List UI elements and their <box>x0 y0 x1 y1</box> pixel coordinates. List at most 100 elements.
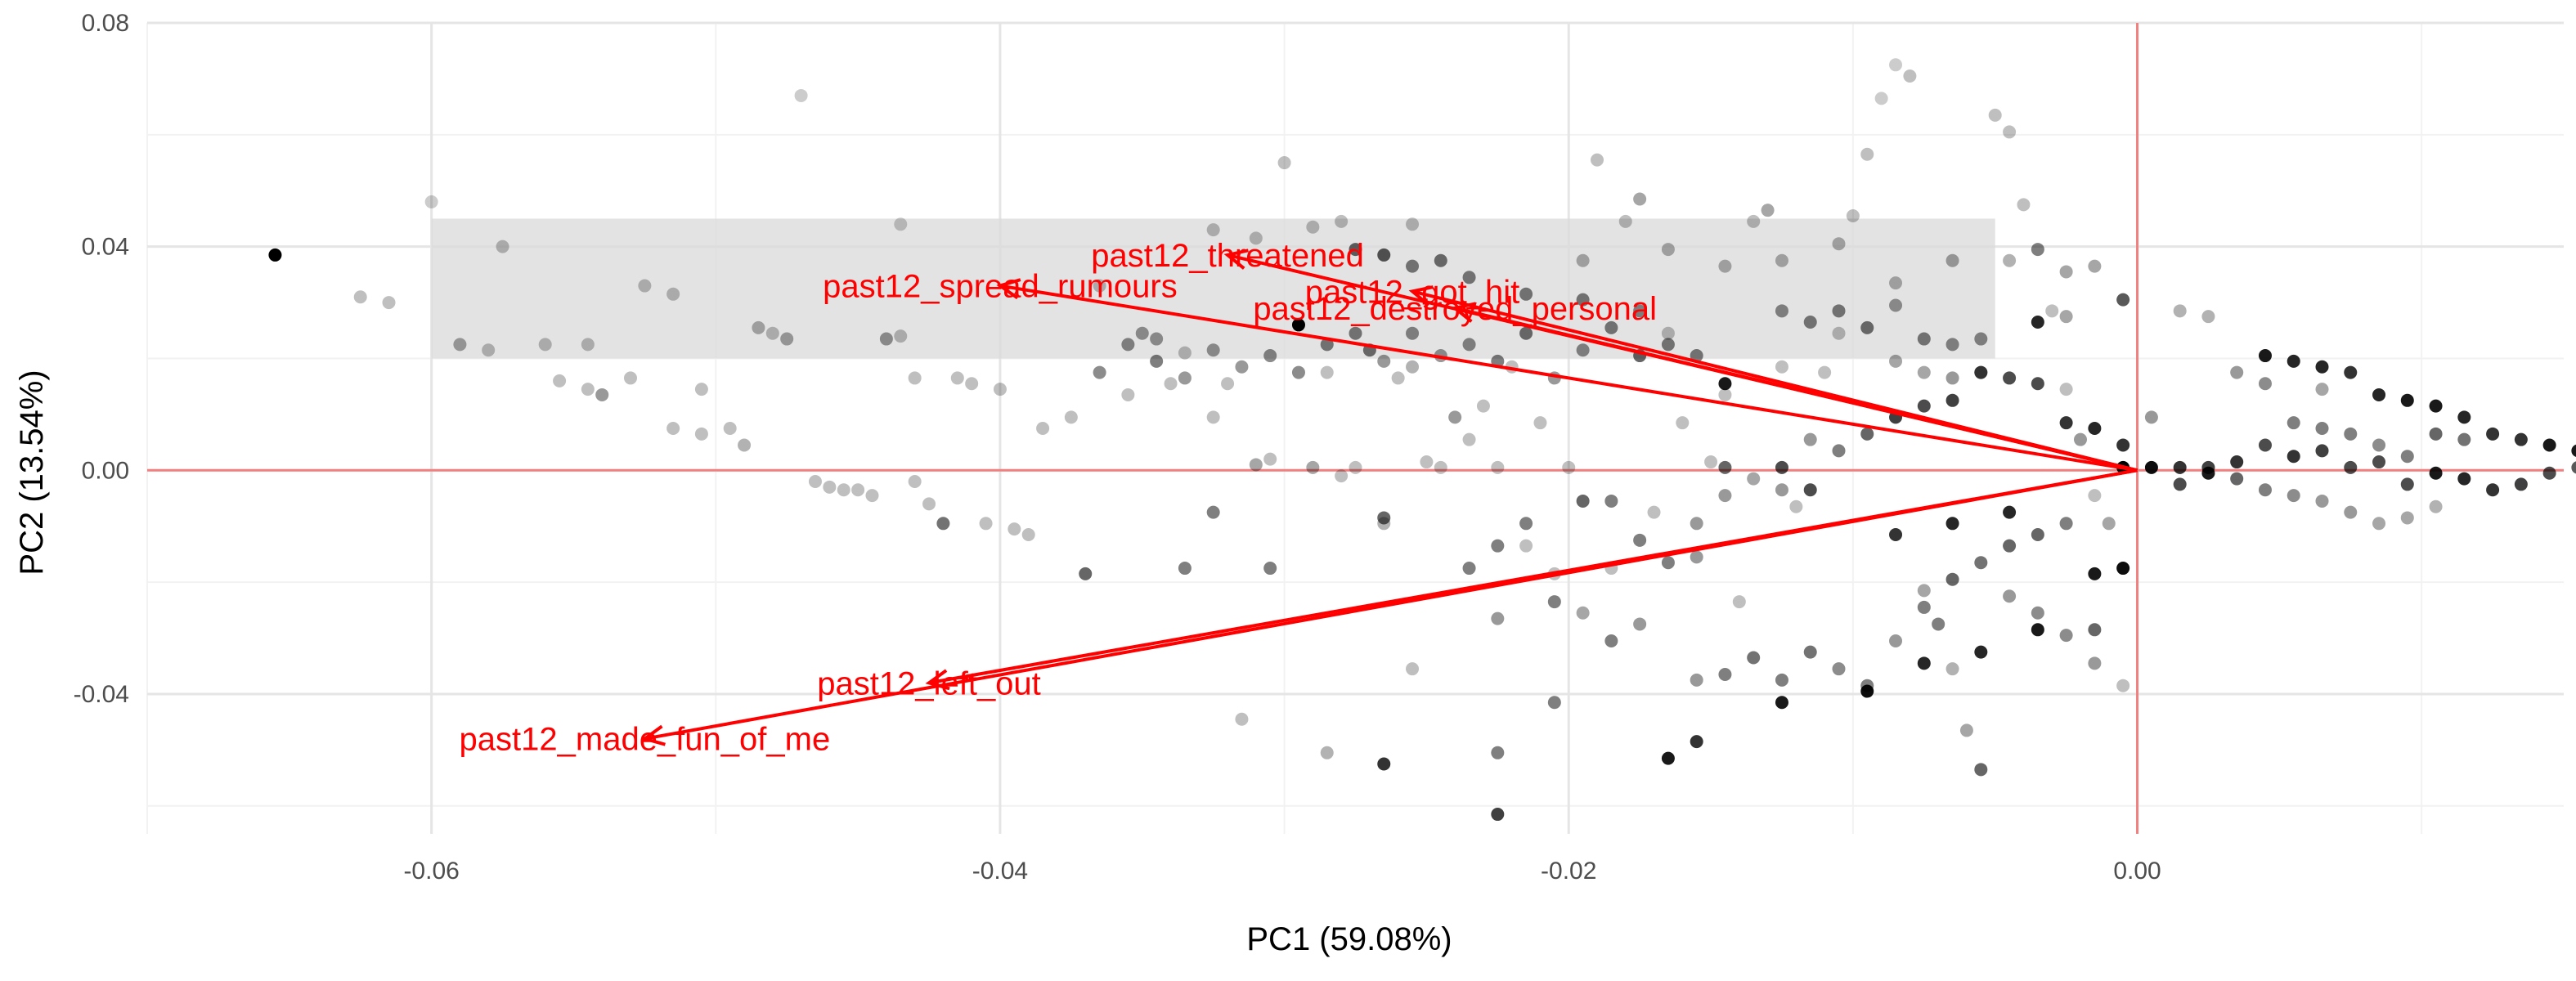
score-point <box>780 332 794 346</box>
score-point <box>2315 383 2329 396</box>
score-point <box>1462 432 1476 446</box>
score-point <box>908 371 922 385</box>
score-point <box>1860 684 1874 698</box>
score-point <box>1661 751 1675 765</box>
score-point <box>1832 237 1846 251</box>
score-point <box>2116 679 2130 692</box>
score-point <box>382 296 396 310</box>
score-point <box>453 338 467 352</box>
score-point <box>2400 393 2414 407</box>
x-tick-label: -0.02 <box>1541 858 1596 885</box>
score-point <box>1491 746 1505 759</box>
score-point <box>1832 304 1846 318</box>
score-point <box>2372 455 2386 469</box>
score-point <box>2230 455 2244 469</box>
score-point <box>1491 808 1505 822</box>
score-point <box>1277 156 1291 170</box>
score-point <box>1121 338 1135 352</box>
score-point <box>1832 444 1846 458</box>
score-point <box>1576 293 1590 307</box>
score-point <box>1974 365 1988 379</box>
score-point <box>1391 371 1405 385</box>
score-point <box>1349 460 1362 474</box>
score-point <box>2287 489 2300 503</box>
score-point <box>993 383 1007 396</box>
score-point <box>1889 58 1903 72</box>
score-point <box>936 517 950 531</box>
score-point <box>1945 338 1959 352</box>
score-point <box>1406 326 1420 340</box>
score-point <box>2059 416 2073 430</box>
score-point <box>1917 365 1931 379</box>
score-point <box>1917 600 1931 614</box>
score-point <box>1349 243 1362 257</box>
score-point <box>1789 499 1803 513</box>
score-point <box>1974 332 1988 346</box>
score-point <box>2173 477 2187 491</box>
score-point <box>1263 562 1277 576</box>
reference-lines <box>147 23 2564 834</box>
score-point <box>1079 567 1093 580</box>
score-point <box>2344 427 2358 441</box>
score-point <box>1718 377 1732 391</box>
score-point <box>723 422 737 435</box>
score-point <box>1349 326 1362 340</box>
score-point <box>2514 477 2528 491</box>
score-point <box>2074 432 2087 446</box>
score-point <box>1562 460 1576 474</box>
score-point <box>1591 153 1604 167</box>
loading-arrows <box>640 249 2138 746</box>
score-point <box>2315 360 2329 374</box>
score-point <box>1576 606 1590 620</box>
x-axis-ticks: -0.06 -0.04 -0.02 0.00 <box>403 858 2161 885</box>
score-point <box>1775 696 1788 710</box>
score-point <box>1206 410 1220 424</box>
score-point <box>879 332 893 346</box>
score-point <box>1718 259 1732 273</box>
score-point <box>1718 387 1732 401</box>
loading-arrow <box>1454 306 2138 473</box>
loading-arrowhead <box>1451 302 1476 323</box>
score-point <box>1803 316 1817 329</box>
score-point <box>2031 623 2044 637</box>
score-point <box>1889 298 1903 312</box>
score-point <box>1164 377 1178 391</box>
score-point <box>1661 326 1675 340</box>
score-point <box>581 383 595 396</box>
score-point <box>638 279 652 293</box>
score-point <box>1945 662 1959 676</box>
score-point <box>1291 318 1305 332</box>
score-point <box>1690 735 1703 749</box>
score-point <box>1917 332 1931 346</box>
score-point <box>2031 527 2044 541</box>
score-point <box>851 483 865 497</box>
score-point <box>2400 477 2414 491</box>
score-point <box>2230 365 2244 379</box>
score-point <box>908 474 922 488</box>
score-point <box>1576 494 1590 508</box>
y-axis-ticks: -0.04 0.00 0.04 0.08 <box>74 10 129 708</box>
score-point <box>2344 505 2358 519</box>
loading-arrow <box>999 284 2138 473</box>
score-point <box>1519 287 1533 301</box>
highlight-region <box>431 218 1995 359</box>
score-point <box>1178 346 1192 360</box>
score-point <box>1959 723 1973 737</box>
score-point <box>1377 354 1391 368</box>
score-point <box>1576 343 1590 357</box>
score-point <box>1832 326 1846 340</box>
score-point <box>2003 539 2017 553</box>
score-point <box>1462 271 1476 284</box>
grid-minor <box>146 23 2564 834</box>
score-point <box>1519 326 1533 340</box>
score-point <box>2514 432 2528 446</box>
score-point <box>1945 572 1959 586</box>
score-point <box>2017 198 2031 212</box>
score-point <box>2429 499 2443 513</box>
score-point <box>2059 629 2073 643</box>
x-axis-title: PC1 (59.08%) <box>1246 921 1452 957</box>
score-point <box>1206 223 1220 237</box>
score-point <box>922 497 936 511</box>
loading-arrow <box>644 468 2138 741</box>
